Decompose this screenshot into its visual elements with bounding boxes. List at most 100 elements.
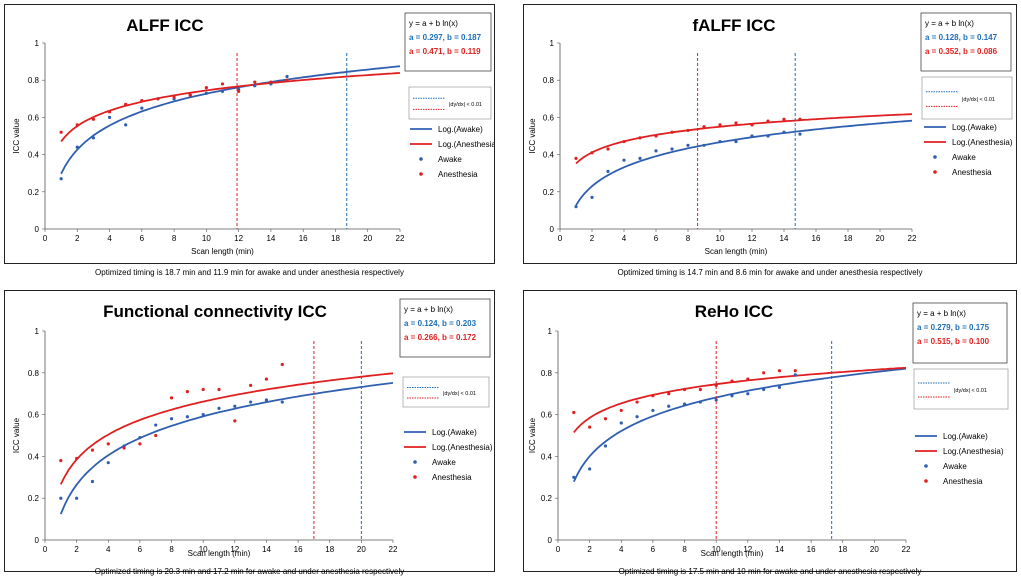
point-awake [280, 400, 284, 404]
x-tick-label: 16 [807, 545, 816, 554]
point-anesthesia [138, 442, 142, 446]
point-anesthesia [750, 123, 754, 127]
point-awake [670, 147, 674, 151]
legend-label-log-awake: Log.(Awake) [438, 125, 483, 134]
point-awake [204, 91, 208, 95]
x-tick-label: 14 [262, 545, 271, 554]
x-tick-label: 14 [266, 234, 275, 243]
point-anesthesia [264, 377, 269, 381]
x-axis-label: Scan length (min) [705, 247, 768, 256]
point-anesthesia [59, 130, 63, 134]
point-awake [734, 139, 738, 144]
point-anesthesia [285, 78, 289, 82]
point-anesthesia [204, 86, 208, 90]
x-tick-label: 6 [654, 234, 659, 243]
x-axis-label: Scan length (min) [701, 549, 764, 558]
legend-label-awake: Awake [432, 458, 456, 467]
point-awake [667, 404, 671, 408]
legend-marker-awake [924, 464, 928, 468]
point-anesthesia [75, 123, 79, 127]
point-awake [249, 400, 253, 404]
y-tick-label: 0.6 [28, 113, 40, 122]
y-tick-label: 0 [35, 536, 40, 545]
point-anesthesia [654, 134, 658, 138]
x-tick-label: 4 [622, 234, 627, 243]
awake-params: a = 0.128, b = 0.147 [925, 33, 998, 42]
point-anesthesia [638, 136, 642, 140]
fit-line-awake [572, 367, 907, 483]
x-tick-label: 14 [775, 545, 784, 554]
x-tick-label: 10 [716, 234, 725, 243]
y-axis-label: ICC value [528, 118, 537, 154]
point-awake [798, 132, 802, 136]
legend-label-log-anesthesia: Log.(Anesthesia) [438, 140, 494, 149]
legend-label-log-anesthesia: Log.(Anesthesia) [943, 447, 1004, 456]
y-tick-label: 0.2 [28, 494, 40, 503]
x-tick-label: 18 [844, 234, 853, 243]
point-anesthesia [619, 408, 623, 413]
point-awake [75, 145, 79, 149]
awake-params: a = 0.124, b = 0.203 [404, 319, 477, 328]
caption-alff: Optimized timing is 18.7 min and 11.9 mi… [95, 268, 404, 277]
point-anesthesia [59, 458, 63, 463]
point-awake [185, 415, 189, 419]
y-axis-label: ICC value [528, 417, 537, 453]
x-tick-label: 0 [558, 234, 563, 243]
point-anesthesia [670, 130, 674, 134]
anesthesia-params: a = 0.352, b = 0.086 [925, 47, 998, 56]
x-tick-label: 8 [682, 545, 687, 554]
point-anesthesia [154, 433, 158, 438]
point-anesthesia [217, 387, 221, 392]
y-tick-label: 0.4 [28, 151, 40, 160]
x-tick-label: 20 [870, 545, 879, 554]
y-tick-label: 0.6 [543, 113, 555, 122]
x-tick-label: 8 [169, 545, 174, 554]
y-tick-label: 0.8 [28, 369, 40, 378]
point-anesthesia [622, 139, 626, 144]
point-awake [762, 387, 766, 392]
x-axis-label: Scan length (min) [188, 549, 251, 558]
x-tick-label: 16 [812, 234, 821, 243]
point-awake [140, 106, 144, 110]
point-anesthesia [106, 442, 110, 446]
anesthesia-params: a = 0.515, b = 0.100 [917, 337, 990, 346]
chart-title: ALFF ICC [126, 16, 203, 35]
legend-label-log-anesthesia: Log.(Anesthesia) [432, 443, 493, 452]
point-awake [590, 195, 594, 199]
point-awake [285, 74, 289, 79]
point-awake [90, 479, 95, 484]
point-awake [253, 84, 257, 88]
point-anesthesia [140, 99, 144, 103]
x-tick-label: 12 [230, 545, 239, 554]
caption-reho: Optimized timing is 17.5 min and 10 min … [618, 567, 922, 576]
point-awake [682, 402, 687, 406]
point-awake [59, 177, 63, 181]
point-anesthesia [172, 95, 176, 99]
point-awake [702, 143, 706, 147]
point-awake [264, 398, 269, 402]
point-awake [766, 134, 770, 138]
point-awake [572, 475, 576, 479]
derivative-label: |dy/dx| < 0.01 [954, 388, 987, 394]
x-tick-label: 22 [908, 234, 917, 243]
y-tick-label: 0.6 [28, 411, 40, 420]
fit-line-awake [59, 382, 394, 515]
point-anesthesia [588, 425, 592, 429]
point-anesthesia [169, 396, 174, 400]
y-tick-label: 0 [548, 536, 553, 545]
legend-marker-anesthesia [924, 479, 928, 483]
x-tick-label: 18 [325, 545, 334, 554]
legend-label-anesthesia: Anesthesia [438, 170, 478, 179]
point-anesthesia [798, 117, 802, 121]
point-anesthesia [590, 151, 594, 155]
point-awake [619, 421, 623, 425]
point-awake [588, 467, 592, 471]
equation-text: y = a + b ln(x) [917, 309, 966, 318]
legend-label-anesthesia: Anesthesia [432, 473, 472, 482]
point-anesthesia [718, 123, 722, 127]
point-anesthesia [793, 369, 797, 373]
x-tick-label: 14 [780, 234, 789, 243]
point-anesthesia [249, 383, 253, 387]
point-anesthesia [201, 387, 205, 392]
y-axis-label: ICC value [12, 417, 21, 453]
